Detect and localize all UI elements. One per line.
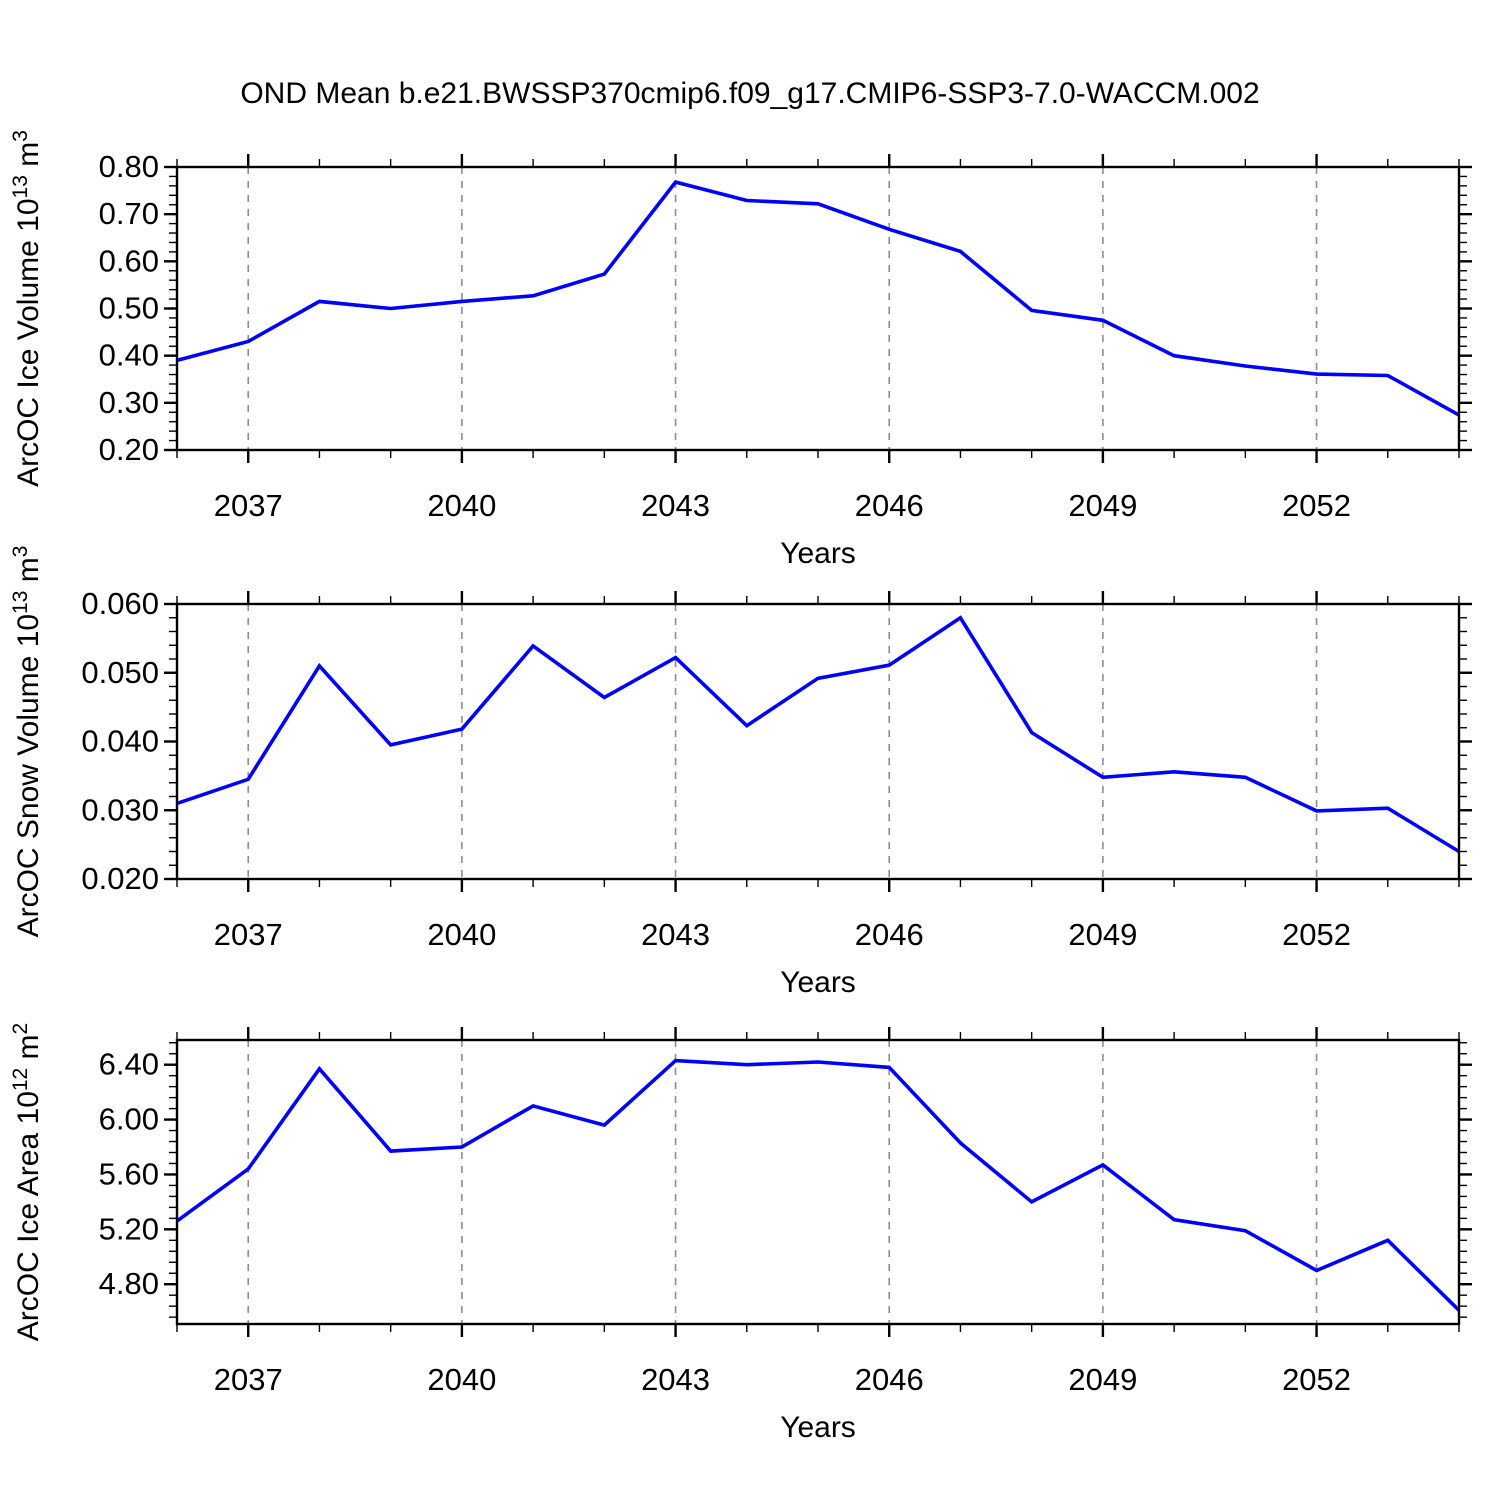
y-tick-label: 0.80: [99, 149, 159, 184]
x-tick-label: 2040: [427, 488, 496, 523]
y-tick-label: 0.50: [99, 291, 159, 326]
y-tick-label: 0.020: [81, 861, 159, 896]
x-tick-label: 2037: [214, 917, 283, 952]
x-tick-label: 2049: [1068, 1362, 1137, 1397]
y-tick-label: 6.00: [99, 1102, 159, 1137]
panel-arcoc-ice-volume: 2037 2040 2043 2046 2049 2052 0.20 0.30 0.40 0.50…: [9, 130, 1472, 570]
y-axis-label-part: ArcOC Ice Area 10: [12, 1091, 45, 1341]
figure-title: OND Mean b.e21.BWSSP370cmip6.f09_g17.CMI…: [240, 77, 1259, 110]
x-tick-label: 2052: [1282, 917, 1351, 952]
x-tick-label: 2037: [214, 1362, 283, 1397]
plot-frame: [175, 165, 1461, 452]
x-tick-label: 2040: [427, 1362, 496, 1397]
x-tick-label: 2040: [427, 917, 496, 952]
x-tick-label: 2049: [1068, 488, 1137, 523]
x-tick-label: 2052: [1282, 488, 1351, 523]
y-tick-label: 6.40: [99, 1047, 159, 1082]
plot-frame: [175, 602, 1461, 881]
y-tick-label: 0.030: [81, 792, 159, 827]
y-axis-label-sup: 13: [9, 175, 32, 198]
y-tick-label: 5.20: [99, 1211, 159, 1246]
x-tick-label: 2046: [855, 488, 924, 523]
y-tick-label: 0.30: [99, 385, 159, 420]
x-tick-label: 2049: [1068, 917, 1137, 952]
series-line: [175, 1058, 1461, 1312]
x-axis-label: Years: [780, 1411, 856, 1444]
y-axis-label-part: ArcOC Snow Volume 10: [12, 614, 45, 937]
y-tick-label: 0.70: [99, 196, 159, 231]
x-axis-label: Years: [780, 537, 856, 570]
y-tick-label: 0.40: [99, 338, 159, 373]
y-tick-label: 0.60: [99, 243, 159, 278]
y-tick-label: 4.80: [99, 1266, 159, 1301]
x-tick-label: 2046: [855, 917, 924, 952]
x-tick-label: 2037: [214, 488, 283, 523]
y-tick-label: 0.20: [99, 432, 159, 467]
y-axis-label-sup: 13: [9, 591, 32, 614]
y-axis-label-part: ArcOC Ice Volume 10: [12, 198, 45, 486]
panels-group: 2037 2040 2043 2046 2049 2052 0.20 0.30 0.40 0.50…: [9, 130, 1472, 1444]
y-tick-label: 0.040: [81, 724, 159, 759]
y-tick-label: 0.050: [81, 655, 159, 690]
y-axis-label-part: m: [12, 142, 45, 175]
x-tick-label: 2052: [1282, 1362, 1351, 1397]
y-axis-label-part: m: [12, 557, 45, 590]
y-tick-label: 0.060: [81, 586, 159, 621]
y-axis-label: ArcOC Snow Volume 1013 m3: [9, 546, 45, 938]
y-axis-label-sup: 3: [9, 546, 32, 558]
y-tick-label: 5.60: [99, 1156, 159, 1191]
series-line: [176, 615, 1460, 854]
x-tick-label: 2043: [641, 488, 710, 523]
panel-arcoc-snow-volume: 2037 2040 2043 2046 2049 2052 0.020 0.030 0.040 0…: [9, 546, 1472, 999]
y-axis-label-part: m: [12, 1034, 45, 1067]
x-tick-label: 2046: [855, 1362, 924, 1397]
y-axis-label: ArcOC Ice Area 1012 m2: [9, 1023, 45, 1341]
y-axis-label-sup: 3: [9, 130, 32, 142]
y-axis-label-sup: 2: [9, 1023, 32, 1035]
x-tick-label: 2043: [641, 917, 710, 952]
x-tick-label: 2043: [641, 1362, 710, 1397]
panel-arcoc-ice-area: 2037 2040 2043 2046 2049 2052 4.80 5.20 5.60 6.00…: [9, 1023, 1472, 1444]
series-line: [176, 180, 1460, 417]
x-axis-label: Years: [780, 966, 856, 999]
y-axis-label: ArcOC Ice Volume 1013 m3: [9, 130, 45, 487]
y-axis-label-sup: 12: [9, 1068, 32, 1091]
plot-frame: [175, 1038, 1461, 1326]
